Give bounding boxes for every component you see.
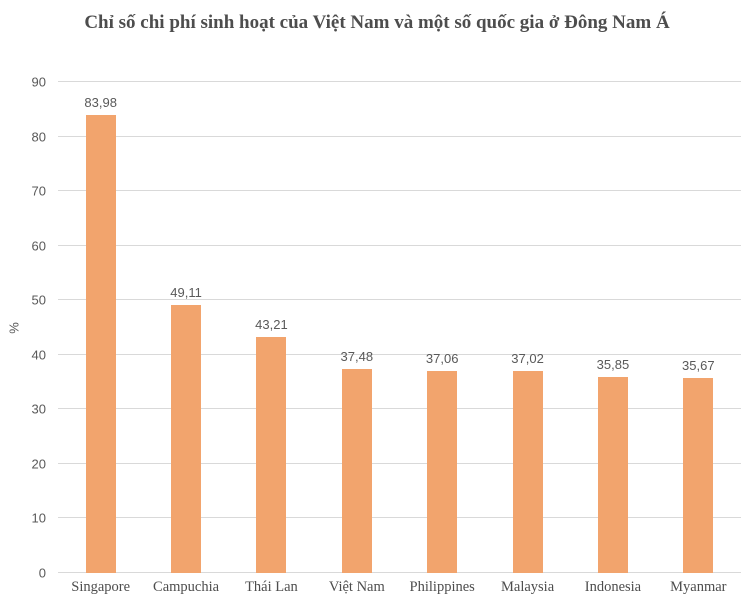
bar: [341, 368, 372, 573]
gridline: [58, 572, 741, 573]
y-tick-label: 10: [31, 510, 46, 526]
chart-title: Chỉ số chi phí sinh hoạt của Việt Nam và…: [84, 12, 670, 33]
y-axis-tick-labels: 0 10 20 30 40 50 60 70 80 90: [6, 76, 46, 580]
x-axis-category-labels: Singapore Campuchia Thái Lan Việt Nam Philip…: [58, 579, 741, 596]
y-tick-label: 50: [31, 292, 46, 308]
gridline: [58, 353, 741, 355]
bar-value-label: 43,21: [255, 317, 288, 333]
y-tick-label: 0: [38, 565, 46, 581]
bar-column: 35,67: [656, 82, 741, 573]
bar-column: 37,48: [314, 82, 399, 573]
bar: [256, 337, 287, 573]
bar-value-label: 35,85: [596, 357, 630, 373]
bar-value-label: 83,98: [84, 94, 117, 110]
gridline: [58, 462, 741, 464]
bar-value-label: 37,02: [511, 351, 544, 367]
bar: [85, 114, 116, 573]
x-category-label: Campuchia: [153, 579, 220, 595]
y-tick-label: 40: [31, 347, 46, 363]
x-category-label: Thái Lan: [245, 579, 298, 595]
y-tick-label: 70: [31, 183, 46, 199]
bar-column: 37,02: [485, 82, 570, 573]
gridline: [58, 408, 741, 410]
bar: [427, 370, 458, 573]
bar-column: 49,11: [143, 82, 228, 573]
bar-value-label: 35,67: [682, 358, 715, 374]
y-tick-label: 20: [31, 456, 46, 472]
gridline: [58, 190, 741, 192]
x-category-label: Việt Nam: [328, 579, 385, 595]
bar-column: 37,06: [400, 82, 485, 573]
bar-column: 35,85: [570, 82, 655, 573]
gridline: [58, 299, 741, 301]
plot-region: % 0 10 20 30 40 50 60 70 80 90 83,98 49,11 43,21 37,…: [7, 76, 741, 580]
bar-value-label: 37,06: [425, 350, 459, 366]
bar: [597, 377, 628, 573]
y-tick-label: 80: [31, 129, 46, 145]
gridline: [58, 135, 741, 137]
y-tick-label: 90: [31, 74, 46, 90]
x-category-label: Philippines: [409, 579, 475, 595]
bar-value-label: 37,48: [340, 348, 374, 364]
gridline: [58, 244, 741, 246]
x-category-label: Malaysia: [500, 579, 555, 595]
bar: [683, 378, 714, 573]
gridline: [58, 517, 741, 519]
y-tick-label: 60: [31, 238, 46, 254]
bar-column: 43,21: [229, 82, 314, 573]
bar: [171, 305, 202, 573]
y-tick-label: 30: [31, 401, 46, 417]
x-category-label: Myanmar: [670, 579, 727, 595]
bar: [512, 371, 543, 573]
bar-series: 83,98 49,11 43,21 37,48 37,06 37,02 35,85 35,67: [58, 82, 741, 573]
x-category-label: Indonesia: [584, 579, 642, 595]
bar-column: 83,98: [58, 82, 143, 573]
gridline: [58, 81, 741, 82]
x-category-label: Singapore: [71, 579, 131, 595]
bar-value-label: 49,11: [170, 285, 202, 301]
